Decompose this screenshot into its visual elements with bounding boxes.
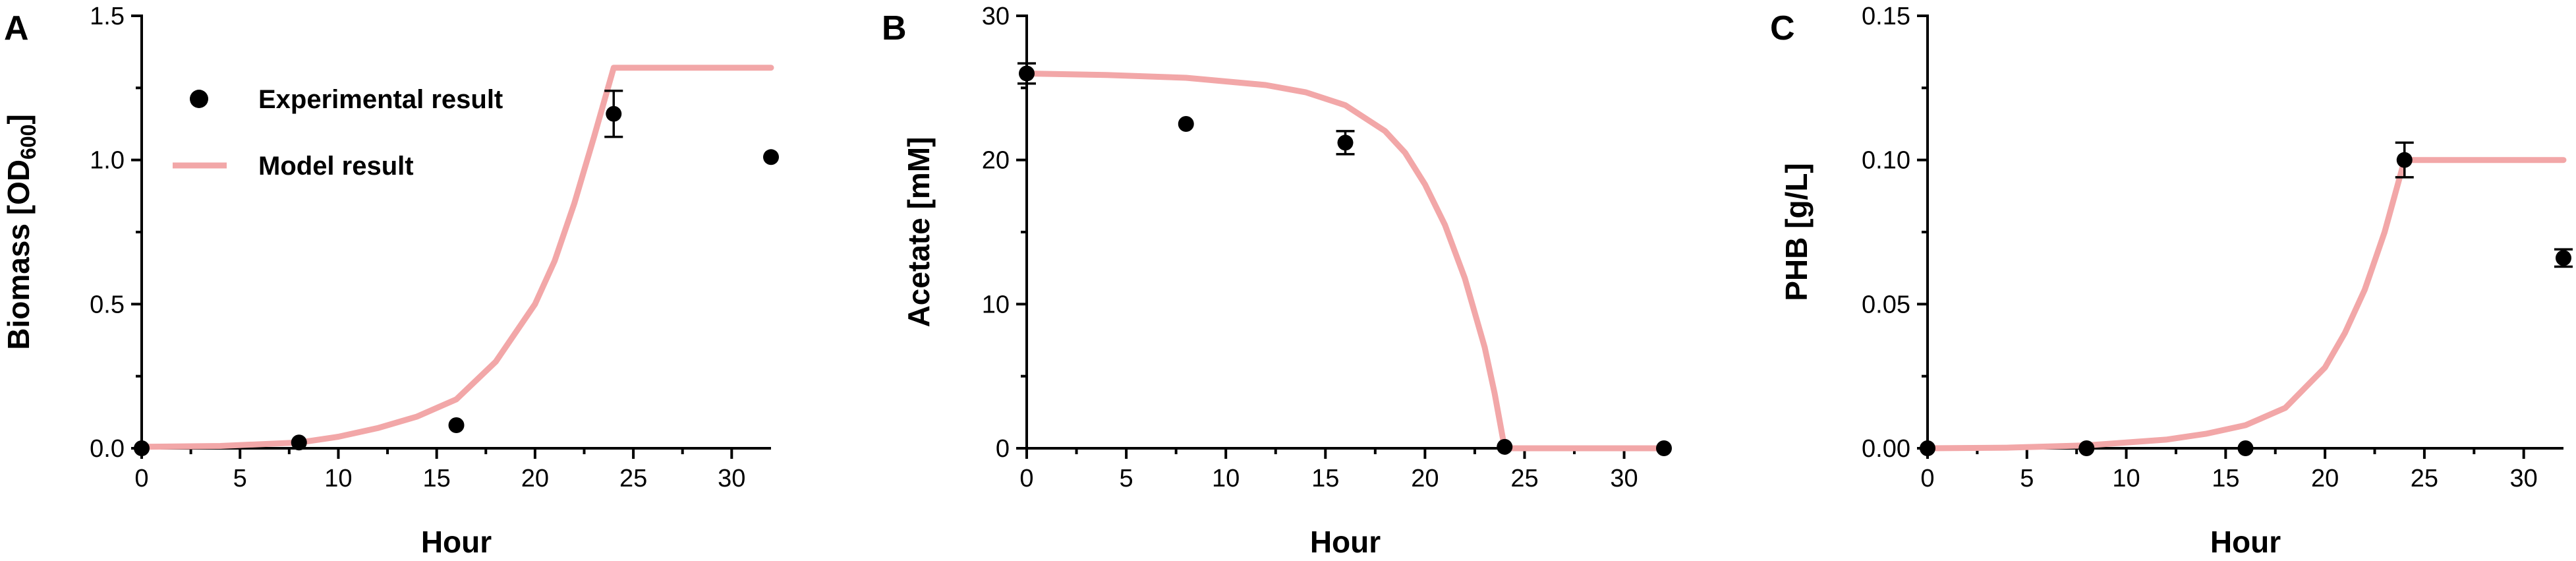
y-tick-label: 0.5 (90, 291, 125, 318)
experimental-point (2396, 152, 2413, 168)
x-tick-label: 10 (2112, 465, 2140, 492)
experimental-point (1337, 134, 1354, 151)
x-tick-label: 15 (1311, 465, 1339, 492)
x-tick-label: 20 (2311, 465, 2339, 492)
panels: A 0 5 10 15 20 25 30 0.0 0.5 1.0 1.5 Hour Biomass [OD… (1, 3, 2573, 559)
panel-A: A 0 5 10 15 20 25 30 0.0 0.5 1.0 1.5 Hour Biomass [OD… (1, 3, 779, 559)
x-tick-label: 25 (2411, 465, 2438, 492)
x-tick-label: 20 (521, 465, 549, 492)
x-tick-label: 30 (2510, 465, 2538, 492)
legend: Experimental result Model result (173, 85, 503, 181)
model-result-line (1924, 157, 2567, 452)
experimental-point (291, 434, 307, 451)
y-tick-label: 0.10 (1862, 147, 1910, 175)
panel-B: B 0 5 10 15 20 25 30 0 10 20 30 Hour Acetate [mM] (882, 3, 1672, 559)
experimental-point (1920, 440, 1935, 456)
x-tick-label: 5 (233, 465, 247, 492)
experimental-point (1178, 116, 1194, 132)
x-tick-label: 0 (1920, 465, 1934, 492)
model-result-line (1023, 71, 1667, 452)
panel-letter: A (4, 9, 29, 47)
legend-label-experimental: Experimental result (258, 85, 503, 114)
y-tick-label: 20 (982, 147, 1010, 175)
x-tick-label: 15 (2212, 465, 2239, 492)
y-axis-label: PHB [g/L] (1779, 163, 1814, 301)
legend-label-model: Model result (258, 152, 414, 181)
y-tick-label: 0.05 (1862, 291, 1910, 318)
x-tick-label: 25 (1510, 465, 1538, 492)
experimental-point (763, 149, 779, 165)
experimental-point (2556, 250, 2571, 266)
x-tick-label: 20 (1411, 465, 1439, 492)
model-result-line (138, 65, 774, 450)
x-tick-label: 10 (324, 465, 352, 492)
x-tick-label: 5 (2020, 465, 2034, 492)
x-tick-label: 5 (1120, 465, 1133, 492)
experimental-point (448, 417, 465, 434)
experimental-point (1019, 65, 1035, 82)
x-tick-label: 25 (619, 465, 647, 492)
x-tick-label: 0 (1019, 465, 1033, 492)
x-axis-label: Hour (2210, 525, 2281, 559)
x-axis-label: Hour (1310, 525, 1381, 559)
y-tick-label: 30 (982, 3, 1010, 30)
x-tick-label: 30 (1610, 465, 1638, 492)
y-tick-label: 0.0 (90, 435, 125, 463)
y-axis-label: Acetate [mM] (902, 137, 936, 328)
y-tick-label: 0.15 (1862, 3, 1910, 30)
y-tick-label: 1.5 (90, 3, 125, 30)
x-tick-label: 30 (718, 465, 745, 492)
experimental-point (606, 105, 622, 122)
experimental-point (2237, 440, 2254, 456)
y-tick-label: 0.00 (1862, 435, 1910, 463)
experimental-point (134, 440, 150, 456)
y-tick-label: 10 (982, 291, 1010, 318)
x-tick-label: 0 (134, 465, 148, 492)
legend-marker-experimental (190, 90, 208, 108)
x-axis-label: Hour (421, 525, 492, 559)
y-tick-label: 1.0 (90, 147, 125, 175)
experimental-point (2078, 440, 2095, 456)
experimental-point (1656, 440, 1672, 456)
y-axis-label: Biomass [OD600] (1, 114, 40, 350)
x-tick-label: 10 (1212, 465, 1240, 492)
panel-C: C 0 5 10 15 20 25 30 0.00 0.05 0.10 0.15 Hour PHB [g/… (1770, 3, 2573, 559)
panel-letter: C (1770, 9, 1795, 47)
x-tick-label: 15 (423, 465, 451, 492)
panel-letter: B (882, 9, 907, 47)
y-tick-label: 0 (996, 435, 1010, 463)
experimental-point (1497, 438, 1513, 455)
